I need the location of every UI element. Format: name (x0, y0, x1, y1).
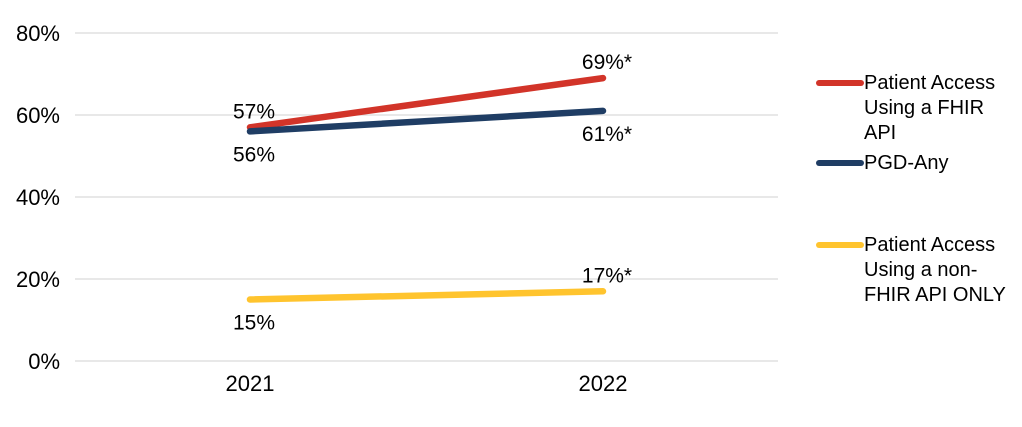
data-label-patient-access-using-a-fhir-api-2022: 69%* (582, 51, 632, 74)
legend-label-fhir-api: Patient Access Using a FHIR API (864, 72, 996, 144)
series-line-pgd-any (246, 107, 607, 135)
series-line-patient-access-using-a-fhir-api (246, 74, 607, 131)
series-line-patient-access-using-a-non-fhir-api-only (246, 288, 607, 303)
data-label-pgd-any-2022: 61%* (582, 123, 632, 146)
legend-item-fhir-api: Patient Access Using a FHIR API (816, 71, 1006, 146)
legend-label-non-fhir-api-only: Patient Access Using a non-FHIR API ONLY (864, 234, 1006, 306)
x-tick-label-2021: 2021 (226, 371, 275, 396)
x-tick-label-2022: 2022 (579, 371, 628, 396)
y-tick-label-60%: 60% (16, 103, 60, 128)
legend-label-pgd-any: PGD-Any (864, 152, 949, 174)
y-tick-label-80%: 80% (16, 21, 60, 46)
data-label-patient-access-using-a-non-fhir-api-only-2021: 15% (233, 312, 275, 335)
legend-swatch-yellow-line (816, 242, 864, 248)
data-label-patient-access-using-a-non-fhir-api-only-2022: 17%* (582, 264, 632, 287)
y-tick-label-20%: 20% (16, 267, 60, 292)
legend-item-pgd-any: PGD-Any (816, 151, 1006, 176)
legend-swatch-red-line (816, 80, 864, 86)
data-label-patient-access-using-a-fhir-api-2021: 57% (233, 100, 275, 123)
data-label-pgd-any-2021: 56% (233, 143, 275, 166)
legend-swatch-navy-line (816, 160, 864, 166)
legend-item-non-fhir-api-only: Patient Access Using a non-FHIR API ONLY (816, 233, 1006, 308)
chart-legend: Patient Access Using a FHIR API PGD-Any … (816, 0, 1022, 427)
y-tick-label-40%: 40% (16, 185, 60, 210)
y-tick-label-0%: 0% (28, 349, 60, 374)
